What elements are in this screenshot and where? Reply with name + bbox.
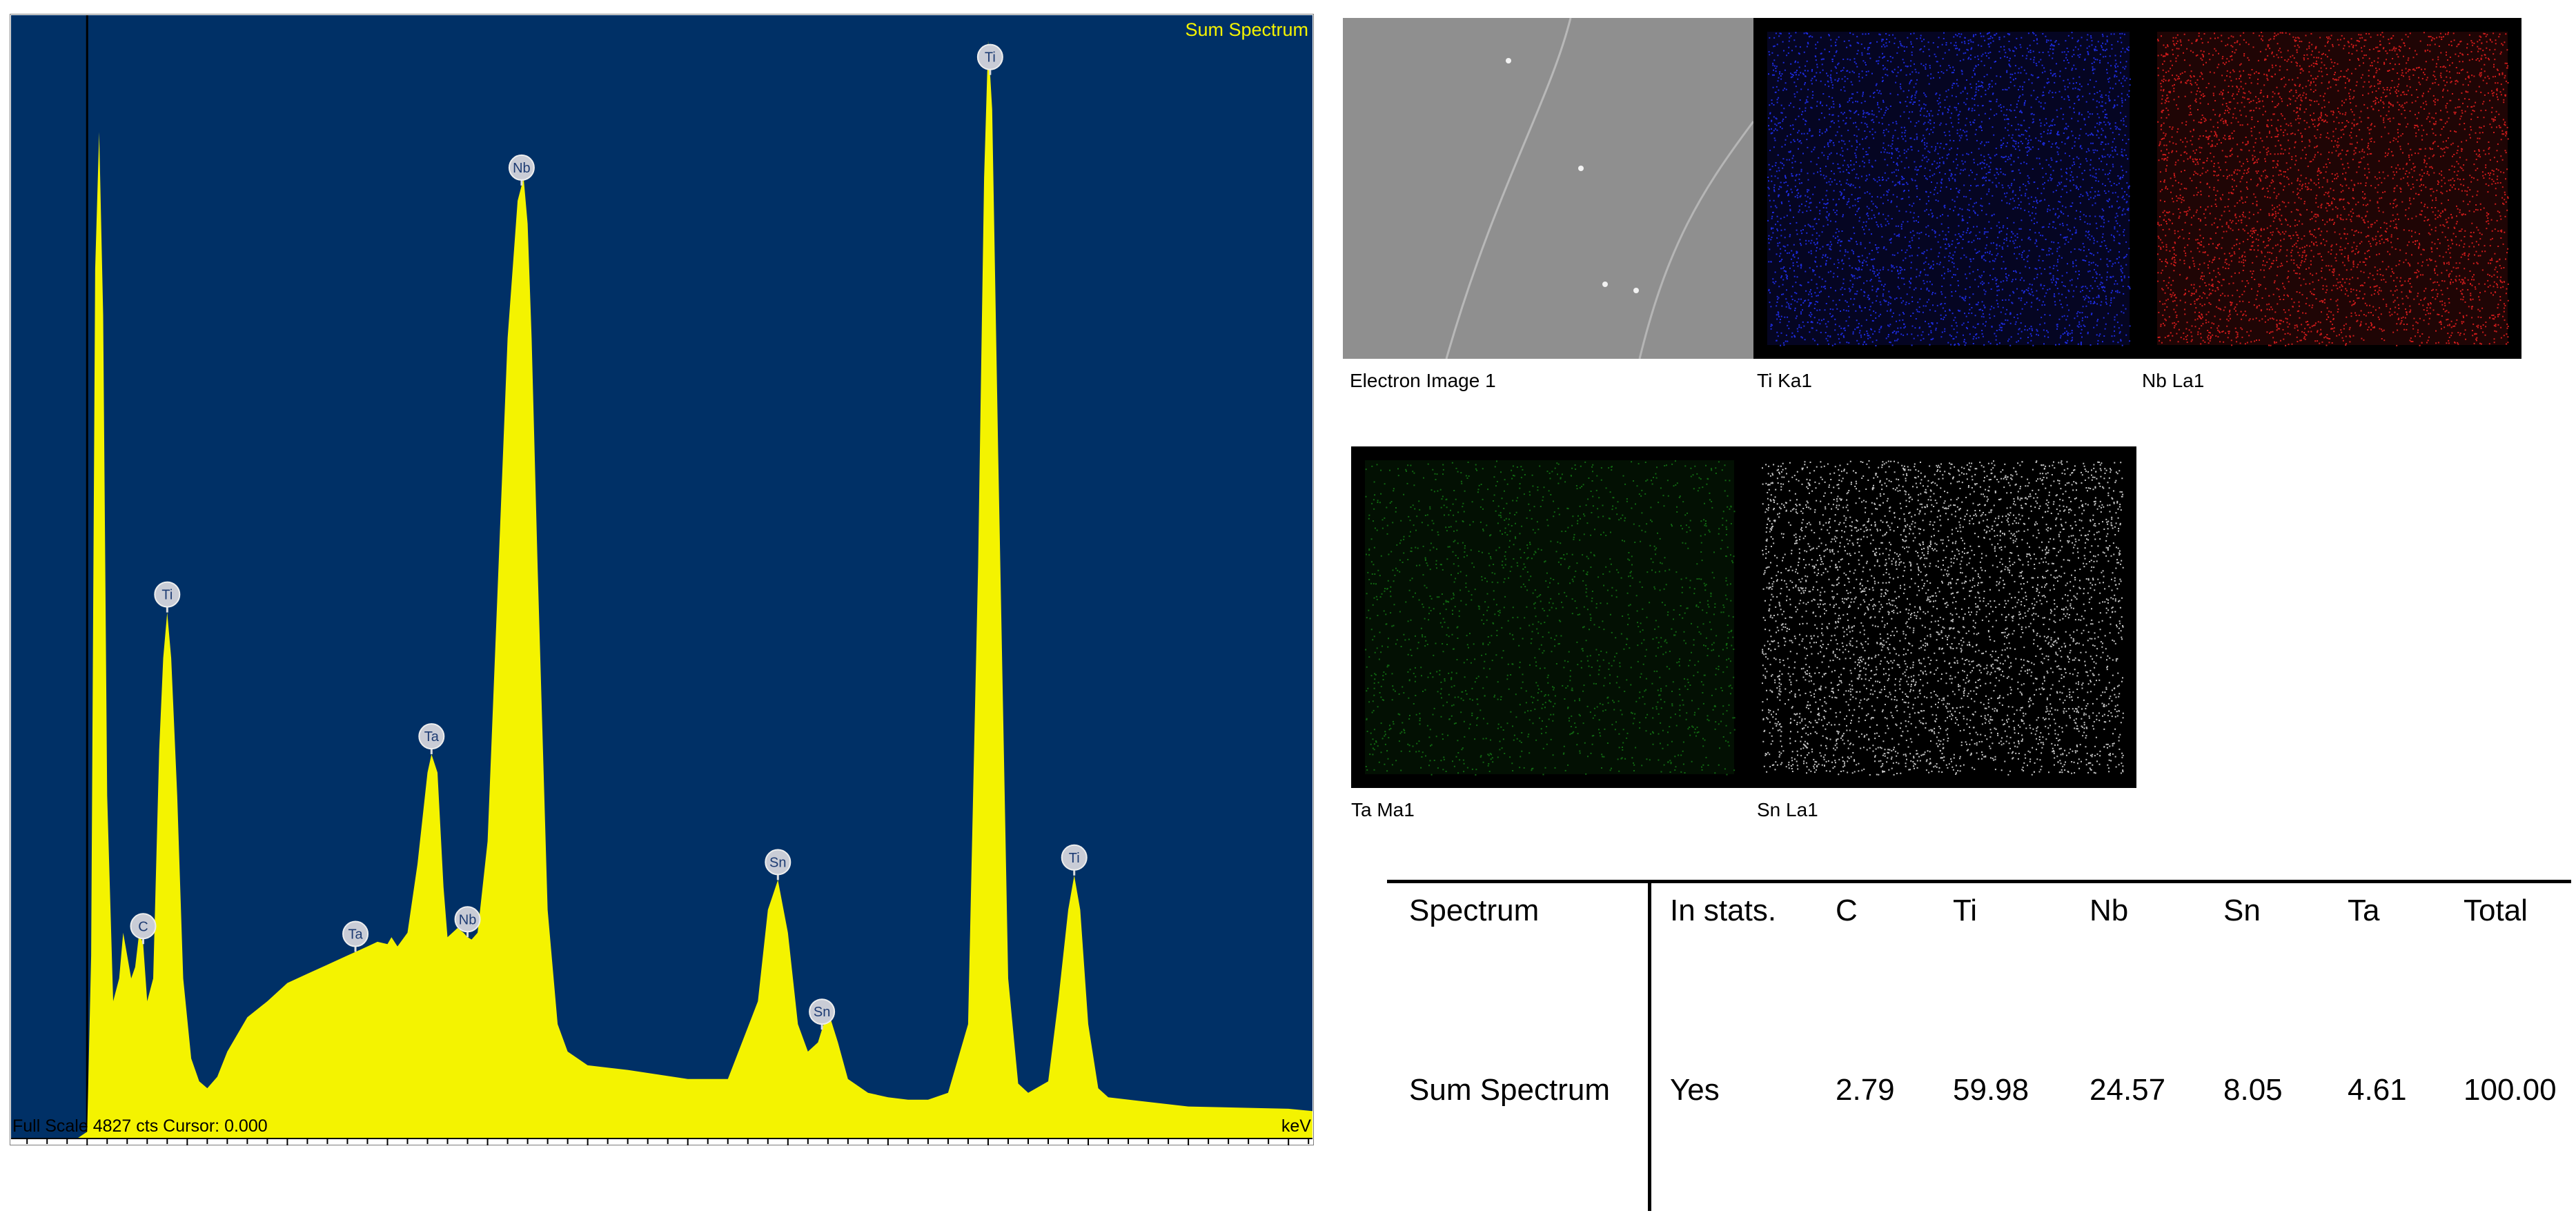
peak-label-badge xyxy=(454,906,481,933)
peak-label-ti: Ti xyxy=(976,43,1003,75)
peak-label-badge xyxy=(809,998,836,1025)
peak-label-badge xyxy=(154,581,181,608)
peak-label-ta: Ta xyxy=(342,920,369,952)
surface-streak xyxy=(1445,18,1572,359)
peak-label-text: Ti xyxy=(985,50,996,66)
peak-labels: C Ti Ta Ta Nb Nb Sn Sn Ti Ti xyxy=(130,43,1088,1030)
unit-label: keV xyxy=(1281,1116,1311,1136)
spectrum-title: Sum Spectrum xyxy=(1185,19,1308,40)
spectrum-panel: C Ti Ta Ta Nb Nb Sn Sn Ti Ti 00.511.522.533.544.5… xyxy=(10,14,1314,1145)
peak-label-text: Sn xyxy=(769,855,786,870)
ta-map-frame xyxy=(1351,446,1748,788)
peak-label-badge xyxy=(765,849,792,876)
header-nb: Nb xyxy=(2090,894,2129,927)
peak-label-c: C xyxy=(130,913,157,945)
sn-map-frame xyxy=(1748,446,2136,788)
header-spectrum: Spectrum xyxy=(1409,894,1540,927)
peak-label-text: Nb xyxy=(513,161,531,176)
ta-map-caption: Ta Ma1 xyxy=(1351,799,1415,820)
surface-particle xyxy=(1602,282,1608,287)
row-sn: 8.05 xyxy=(2223,1073,2283,1107)
row-ti: 59.98 xyxy=(1953,1073,2029,1107)
nb-map xyxy=(2143,18,2521,359)
spectrum-chart: C Ti Ta Ta Nb Nb Sn Sn Ti Ti 00.511.522.533.544.5… xyxy=(10,14,1314,1145)
peak-label-sn: Sn xyxy=(809,998,836,1030)
x-axis: 00.511.522.533.544.555.56 xyxy=(11,1138,1312,1145)
peak-label-text: C xyxy=(138,919,148,934)
peak-label-text: Ti xyxy=(161,588,173,603)
peak-label-text: Sn xyxy=(814,1005,830,1020)
peak-label-text: Ta xyxy=(348,927,364,943)
peak-label-ta: Ta xyxy=(418,723,445,755)
peak-label-badge xyxy=(1061,844,1088,871)
peak-label-badge xyxy=(342,920,369,947)
peak-label-badge xyxy=(508,154,535,181)
row-c: 2.79 xyxy=(1836,1073,1895,1107)
plot-area xyxy=(11,15,1312,1139)
table-top-rule xyxy=(1387,880,2571,883)
spectrum-area xyxy=(77,40,1312,1139)
nb-map-caption: Nb La1 xyxy=(2142,370,2205,391)
row-spectrum: Sum Spectrum xyxy=(1409,1073,1610,1107)
peak-label-text: Ta xyxy=(424,729,440,745)
peak-label-text: Nb xyxy=(459,912,477,927)
header-sn: Sn xyxy=(2223,894,2261,927)
surface-particle xyxy=(1578,166,1584,171)
quant-table: Spectrum In stats. C Ti Nb Sn Ta Total S… xyxy=(1387,880,2571,1211)
ti-map-caption: Ti Ka1 xyxy=(1757,370,1812,391)
row-nb: 24.57 xyxy=(2090,1073,2166,1107)
peak-label-badge xyxy=(976,43,1003,70)
peak-label-ti: Ti xyxy=(154,581,181,613)
peak-label-badge xyxy=(418,723,445,750)
row-ta: 4.61 xyxy=(2348,1073,2407,1107)
ta-map xyxy=(1351,446,1748,788)
header-ti: Ti xyxy=(1953,894,1978,927)
electron-image xyxy=(1343,18,1753,359)
nb-map-frame xyxy=(2143,18,2521,359)
ta-map-dots xyxy=(1365,460,1736,776)
ti-map xyxy=(1753,18,2143,359)
peak-label-nb: Nb xyxy=(508,154,535,186)
surface-particle xyxy=(1506,58,1511,63)
surface-streak xyxy=(1638,121,1753,359)
sn-map-caption: Sn La1 xyxy=(1757,799,1818,820)
row-in-stats: Yes xyxy=(1670,1073,1720,1107)
header-total: Total xyxy=(2464,894,2528,927)
ti-map-frame xyxy=(1753,18,2143,359)
surface-particle xyxy=(1633,288,1639,293)
ti-map-dots xyxy=(1767,32,2131,346)
peak-label-nb: Nb xyxy=(454,906,481,938)
peak-label-text: Ti xyxy=(1069,851,1080,866)
peak-label-badge xyxy=(130,913,157,940)
row-total: 100.00 xyxy=(2464,1073,2557,1107)
peak-label-ti: Ti xyxy=(1061,844,1088,876)
header-ta: Ta xyxy=(2348,894,2380,927)
sn-map xyxy=(1748,446,2136,788)
electron-image-background xyxy=(1343,18,1753,359)
status-readout: Full Scale 4827 cts Cursor: 0.000 xyxy=(12,1116,268,1136)
electron-image-caption: Electron Image 1 xyxy=(1350,370,1496,391)
header-c: C xyxy=(1836,894,1858,927)
peak-label-sn: Sn xyxy=(765,849,792,880)
table-divider xyxy=(1648,880,1651,1211)
header-in-stats: In stats. xyxy=(1670,894,1777,927)
